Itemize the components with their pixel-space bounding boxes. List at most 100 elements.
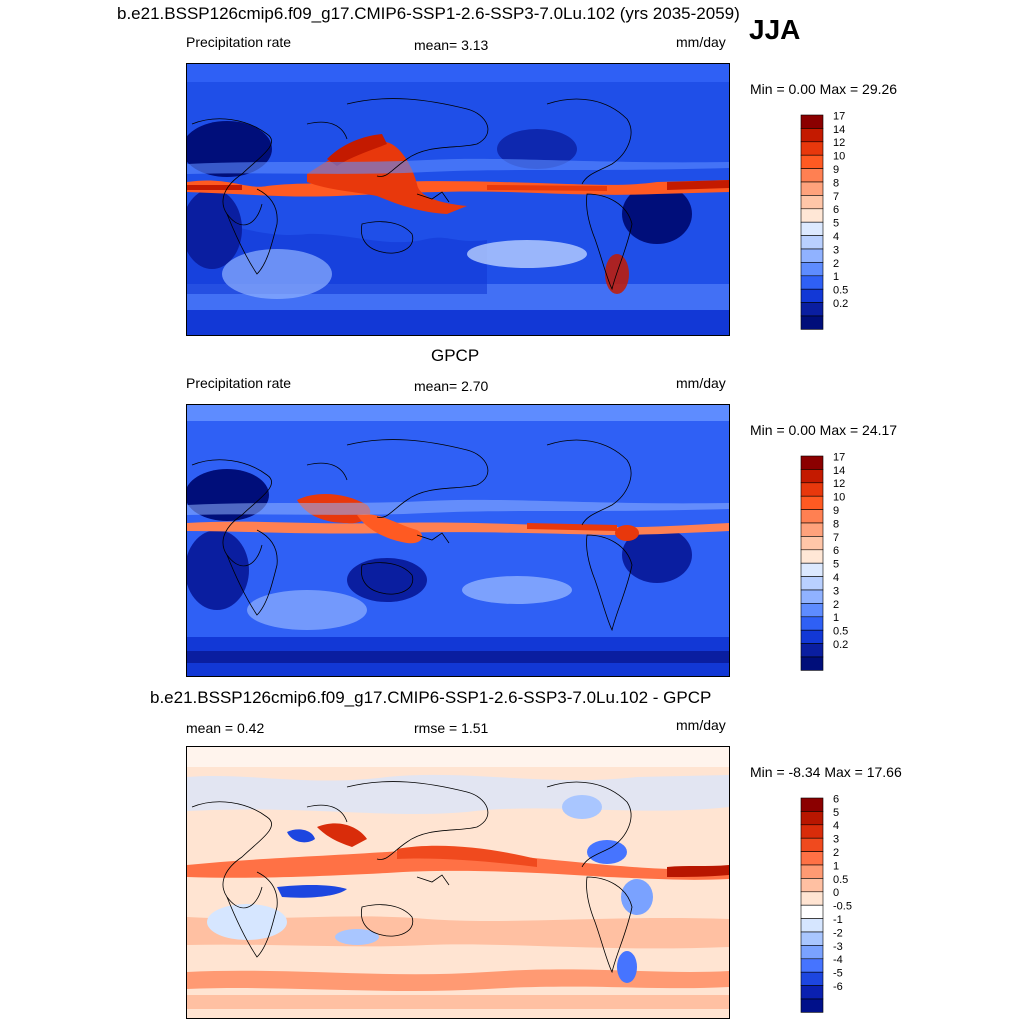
- colorbar-swatch: [800, 945, 824, 960]
- precip-map-model: [187, 64, 729, 335]
- colorbar-swatch: [800, 904, 824, 919]
- colorbar-swatch: [800, 482, 824, 497]
- colorbar-tick-label: 0.2: [833, 298, 848, 310]
- colorbar-tick-label: 17: [833, 451, 845, 463]
- colorbar-tick-label: 12: [833, 137, 845, 149]
- panel-model-title: b.e21.BSSP126cmip6.f09_g17.CMIP6-SSP1-2.…: [117, 4, 740, 23]
- colorbar-tick-label: -1: [833, 914, 843, 926]
- colorbar-tick-label: 1: [833, 271, 839, 283]
- colorbar-swatch: [800, 302, 824, 317]
- colorbar-tick-label: 10: [833, 151, 845, 163]
- colorbar-tick-label: 9: [833, 164, 839, 176]
- colorbar-swatch: [800, 522, 824, 537]
- colorbar-tick-label: 8: [833, 518, 839, 530]
- colorbar-tick-label: 2: [833, 258, 839, 270]
- colorbar-swatch: [800, 958, 824, 973]
- colorbar-tick-label: 9: [833, 505, 839, 517]
- colorbar-swatch: [800, 603, 824, 618]
- colorbar-swatch: [800, 288, 824, 303]
- colorbar-svg: 6 54 321 0.50 -0.5-1-2 -3-4 -5-6: [800, 793, 852, 1013]
- colorbar-swatch: [800, 918, 824, 933]
- colorbar-swatch: [800, 195, 824, 210]
- colorbar-swatch: [800, 208, 824, 223]
- colorbar-tick-label: 6: [833, 793, 839, 805]
- colorbar-tick-label: 4: [833, 572, 839, 584]
- colorbar-tick-label: 2: [833, 847, 839, 859]
- colorbar-tick-label: 7: [833, 532, 839, 544]
- panel-obs-variable-label: Precipitation rate: [186, 375, 292, 391]
- colorbar-tick-label: -6: [833, 981, 843, 993]
- colorbar-swatch: [800, 824, 824, 839]
- colorbar-tick-label: 0.5: [833, 626, 848, 638]
- colorbar-tick-label: -2: [833, 927, 843, 939]
- panel-obs-units-label: mm/day: [676, 375, 726, 391]
- colorbar-tick-label: -3: [833, 941, 843, 953]
- colorbar-swatch: [800, 797, 824, 812]
- colorbar-tick-label: -0.5: [833, 901, 852, 913]
- colorbar-swatch: [800, 275, 824, 290]
- colorbar-swatch: [800, 114, 824, 129]
- colorbar-tick-label: 5: [833, 218, 839, 230]
- colorbar-swatch: [800, 168, 824, 183]
- colorbar-swatch: [800, 629, 824, 644]
- colorbar-tick-label: 1: [833, 612, 839, 624]
- panel-model-colorbar: 17 14 12 10 9 8 7 6 5 4 3 2 1 0.5 0.2: [800, 110, 861, 331]
- panel-model-units-label: mm/day: [676, 34, 726, 50]
- colorbar-swatch: [800, 128, 824, 143]
- colorbar-swatch: [800, 837, 824, 852]
- colorbar-swatch: [800, 469, 824, 484]
- colorbar-swatch: [800, 878, 824, 893]
- colorbar-tick-label: 4: [833, 231, 839, 243]
- colorbar-swatch: [800, 851, 824, 866]
- colorbar-swatch: [800, 576, 824, 591]
- colorbar-swatch: [800, 656, 824, 671]
- panel-diff-title: b.e21.BSSP126cmip6.f09_g17.CMIP6-SSP1-2.…: [150, 688, 712, 707]
- colorbar-tick-label: 12: [833, 478, 845, 490]
- colorbar-swatch: [800, 455, 824, 470]
- panel-model-map: [186, 63, 730, 336]
- colorbar-tick-label: 3: [833, 834, 839, 846]
- colorbar-tick-label: 8: [833, 177, 839, 189]
- colorbar-swatch: [800, 154, 824, 169]
- colorbar-swatch: [800, 589, 824, 604]
- colorbar-tick-label: 3: [833, 585, 839, 597]
- colorbar-swatch: [800, 864, 824, 879]
- panel-model-variable-label: Precipitation rate: [186, 34, 292, 50]
- colorbar-swatch: [800, 998, 824, 1013]
- colorbar-swatch: [800, 549, 824, 564]
- colorbar-tick-label: 0.2: [833, 639, 848, 651]
- colorbar-tick-label: -4: [833, 954, 843, 966]
- colorbar-swatch: [800, 221, 824, 236]
- panel-obs-map: [186, 404, 730, 677]
- panel-obs-mean-label: mean= 2.70: [414, 378, 489, 394]
- colorbar-tick-label: 14: [833, 124, 845, 136]
- colorbar-swatch: [800, 931, 824, 946]
- colorbar-swatch: [800, 509, 824, 524]
- colorbar-tick-label: 0.5: [833, 285, 848, 297]
- panel-diff-map: [186, 746, 730, 1019]
- colorbar-swatch: [800, 262, 824, 277]
- panel-diff-colorbar: 6 5 4 3 2 1 0.5 0 -0.5 -1 -2 -3 -4 -5 -6: [800, 793, 861, 1014]
- colorbar-tick-label: 17: [833, 110, 845, 122]
- panel-diff-mean-label: mean = 0.42: [186, 720, 265, 736]
- colorbar-swatch: [800, 536, 824, 551]
- colorbar-swatch: [800, 985, 824, 1000]
- season-label: JJA: [749, 14, 801, 45]
- colorbar-tick-label: 2: [833, 599, 839, 611]
- colorbar-tick-label: 5: [833, 559, 839, 571]
- colorbar-swatch: [800, 643, 824, 658]
- colorbar-swatch: [800, 811, 824, 826]
- colorbar-tick-label: 6: [833, 545, 839, 557]
- panel-diff-minmax-label: Min = -8.34 Max = 17.66: [750, 764, 902, 780]
- colorbar-tick-label: -5: [833, 968, 843, 980]
- colorbar-tick-label: 7: [833, 191, 839, 203]
- colorbar-swatch: [800, 891, 824, 906]
- panel-obs-colorbar: 17 14 12 10 9 8 7 6 5 4 3 2 1 0.5 0.2: [800, 451, 861, 672]
- panel-obs-title: GPCP: [431, 346, 480, 365]
- colorbar-swatch: [800, 971, 824, 986]
- colorbar-tick-label: 4: [833, 820, 839, 832]
- panel-obs-minmax-label: Min = 0.00 Max = 24.17: [750, 422, 898, 438]
- colorbar-tick-label: 6: [833, 204, 839, 216]
